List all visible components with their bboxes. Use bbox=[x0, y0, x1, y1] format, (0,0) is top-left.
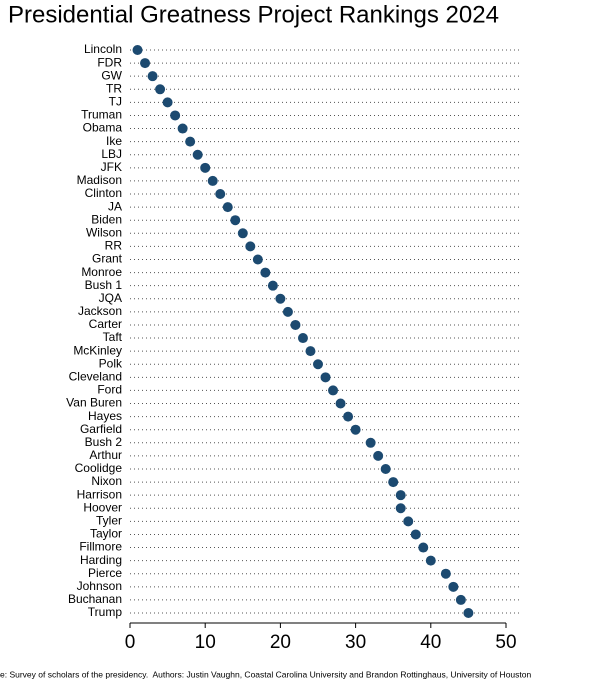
y-tick-label: GW bbox=[101, 68, 122, 82]
dot bbox=[448, 581, 459, 592]
y-tick-label: Wilson bbox=[86, 225, 122, 239]
y-tick-label: Harding bbox=[80, 553, 122, 567]
y-tick-label: Carter bbox=[89, 317, 122, 331]
dot bbox=[275, 293, 286, 304]
x-tick-label: 20 bbox=[270, 632, 291, 653]
y-tick-label: Arthur bbox=[89, 448, 122, 462]
dot bbox=[132, 45, 143, 55]
dot bbox=[395, 503, 406, 514]
y-tick-label: Lincoln bbox=[84, 42, 122, 56]
y-tick-label: Clinton bbox=[85, 186, 122, 200]
y-tick-label: Buchanan bbox=[68, 592, 122, 606]
dot bbox=[260, 267, 271, 278]
dot bbox=[267, 280, 278, 291]
dot bbox=[395, 490, 406, 501]
y-tick-label: Grant bbox=[92, 252, 123, 266]
chart-title: Presidential Greatness Project Rankings … bbox=[8, 1, 499, 28]
dot bbox=[313, 359, 323, 370]
dot bbox=[252, 254, 263, 265]
y-tick-label: Harrison bbox=[77, 487, 122, 501]
dot bbox=[245, 241, 256, 252]
dot bbox=[297, 333, 308, 344]
y-tick-label: Van Buren bbox=[66, 396, 122, 410]
dot bbox=[140, 58, 151, 69]
dot bbox=[440, 568, 451, 579]
y-tick-label: Taylor bbox=[90, 527, 122, 541]
y-tick-label: FDR bbox=[97, 55, 122, 69]
y-tick-label: RR bbox=[105, 239, 123, 253]
x-tick-label: 30 bbox=[345, 632, 366, 653]
dot bbox=[343, 411, 354, 422]
dot bbox=[335, 398, 346, 409]
y-tick-label: Coolidge bbox=[75, 461, 123, 475]
x-tick-label: 0 bbox=[125, 632, 136, 653]
y-tick-label: Hayes bbox=[88, 409, 122, 423]
y-tick-label: Biden bbox=[91, 212, 122, 226]
dot bbox=[373, 450, 384, 461]
y-tick-label: Ford bbox=[97, 383, 122, 397]
y-tick-label: Cleveland bbox=[69, 369, 122, 383]
y-tick-label: Taft bbox=[103, 330, 123, 344]
dot bbox=[230, 215, 241, 226]
y-tick-label: Monroe bbox=[81, 265, 122, 279]
y-tick-label: Pierce bbox=[88, 566, 122, 580]
dot bbox=[350, 424, 361, 435]
y-tick-label: JQA bbox=[99, 291, 122, 305]
dot bbox=[410, 529, 421, 540]
dot bbox=[418, 542, 429, 553]
dot bbox=[403, 516, 414, 527]
dot bbox=[192, 149, 203, 160]
dot bbox=[290, 319, 301, 330]
dot bbox=[170, 110, 181, 121]
y-tick-label: Jackson bbox=[78, 304, 122, 318]
dot bbox=[185, 136, 196, 147]
dot bbox=[147, 71, 158, 82]
dot bbox=[463, 608, 474, 618]
dot bbox=[215, 189, 226, 200]
dot bbox=[162, 97, 173, 108]
x-tick-label: 50 bbox=[495, 632, 516, 653]
y-tick-label: JFK bbox=[101, 160, 122, 174]
dot bbox=[455, 594, 466, 605]
dot bbox=[237, 228, 248, 239]
y-tick-label: McKinley bbox=[73, 343, 122, 357]
y-tick-label: JA bbox=[108, 199, 122, 213]
dot bbox=[320, 372, 331, 383]
y-tick-label: Fillmore bbox=[79, 540, 122, 554]
dot bbox=[388, 477, 399, 488]
source-note: e: Survey of scholars of the presidency.… bbox=[0, 669, 531, 679]
y-tick-label: TJ bbox=[109, 95, 122, 109]
y-tick-label: Bush 2 bbox=[85, 435, 123, 449]
y-tick-label: LBJ bbox=[101, 147, 122, 161]
dot bbox=[207, 175, 218, 186]
dot bbox=[155, 84, 166, 95]
dot bbox=[328, 385, 339, 396]
y-tick-label: Madison bbox=[77, 173, 122, 187]
x-tick-label: 40 bbox=[420, 632, 441, 653]
dot bbox=[282, 306, 293, 317]
dot bbox=[425, 555, 436, 566]
y-tick-label: Johnson bbox=[77, 579, 122, 593]
y-tick-label: Truman bbox=[81, 108, 122, 122]
y-tick-label: Tyler bbox=[96, 514, 122, 528]
dot bbox=[380, 463, 391, 474]
dot bbox=[365, 437, 376, 448]
y-tick-label: Trump bbox=[88, 605, 123, 619]
dot bbox=[177, 123, 188, 134]
y-tick-label: Bush 1 bbox=[85, 278, 123, 292]
dot bbox=[200, 162, 211, 173]
dot bbox=[305, 346, 316, 357]
y-tick-label: TR bbox=[106, 81, 122, 95]
y-tick-label: Garfield bbox=[80, 422, 122, 436]
y-tick-label: Polk bbox=[99, 356, 123, 370]
y-tick-label: Obama bbox=[83, 121, 123, 135]
y-tick-label: Hoover bbox=[83, 500, 122, 514]
dot bbox=[222, 202, 233, 213]
y-tick-label: Ike bbox=[106, 134, 122, 148]
y-tick-label: Nixon bbox=[91, 474, 122, 488]
x-tick-label: 10 bbox=[195, 632, 216, 653]
